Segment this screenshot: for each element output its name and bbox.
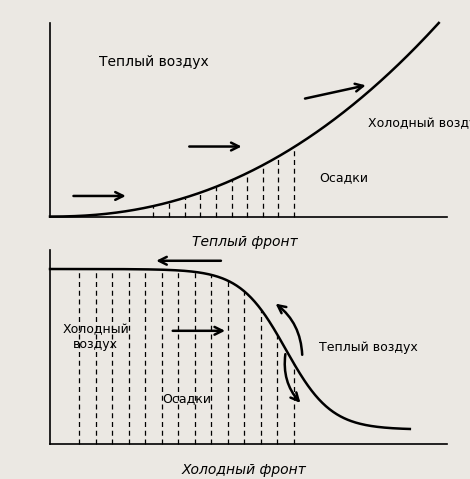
Text: Осадки: Осадки xyxy=(319,171,368,184)
Text: Холодный
воздух: Холодный воздух xyxy=(62,323,129,351)
Text: Теплый воздух: Теплый воздух xyxy=(319,341,418,354)
Text: Холодный фронт: Холодный фронт xyxy=(182,463,307,477)
Text: Теплый воздух: Теплый воздух xyxy=(99,55,208,69)
Text: Осадки: Осадки xyxy=(162,392,211,405)
Text: Холодный воздух: Холодный воздух xyxy=(368,117,470,130)
Text: Теплый фронт: Теплый фронт xyxy=(192,235,297,249)
